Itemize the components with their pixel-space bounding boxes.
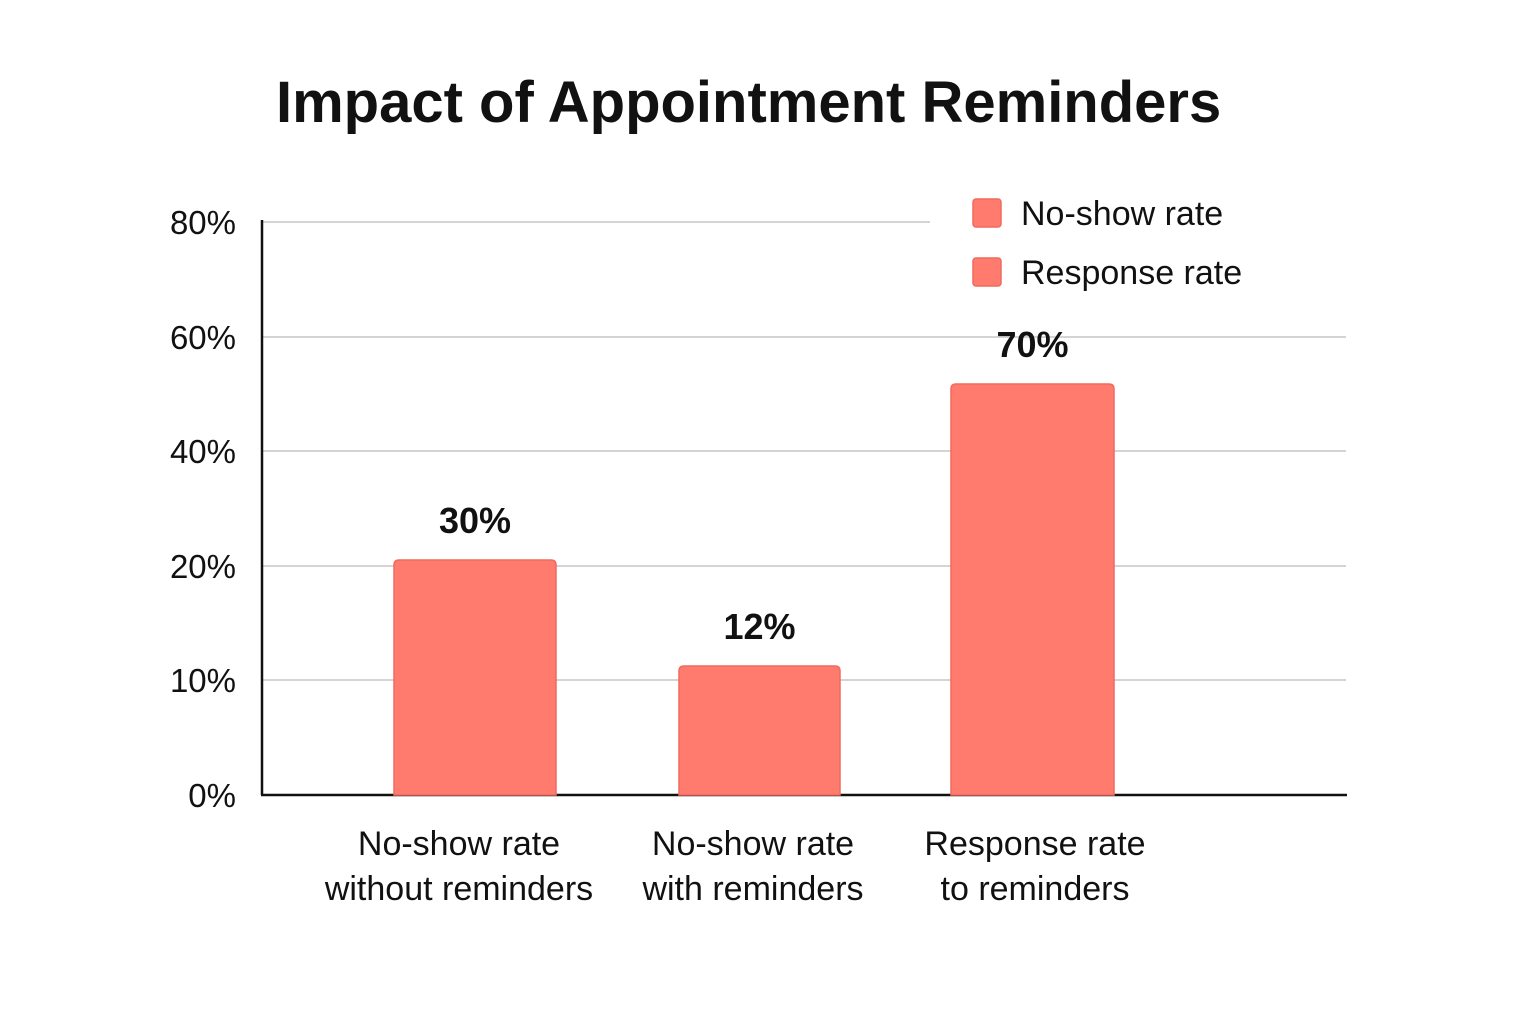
bar-value-label: 70% [996, 324, 1068, 365]
y-axis-ticks: 0% 10% 20% 40% 60% 80% [170, 204, 236, 814]
bars [393, 383, 1115, 796]
chart-title: Impact of Appointment Reminders [276, 70, 1221, 135]
legend: No-show rate Response rate [972, 195, 1242, 292]
y-tick-label: 60% [170, 319, 236, 356]
legend-label-response-rate: Response rate [1021, 254, 1242, 292]
x-category-label: without reminders [324, 870, 593, 908]
y-tick-label: 20% [170, 548, 236, 585]
legend-label-no-show-rate: No-show rate [1021, 195, 1223, 233]
bar [678, 665, 841, 796]
y-tick-label: 10% [170, 662, 236, 699]
legend-swatch-response-rate [972, 257, 1002, 287]
x-category-label: to reminders [941, 870, 1130, 908]
legend-swatch-no-show-rate [972, 198, 1002, 228]
bar-value-label: 12% [723, 606, 795, 647]
category-labels: No-show rate without reminders No-show rat… [324, 825, 1146, 908]
x-category-label: No-show rate [358, 825, 560, 863]
bar-value-label: 30% [439, 500, 511, 541]
x-category-label: Response rate [924, 825, 1145, 863]
x-category-label: with reminders [641, 870, 863, 908]
bar [950, 383, 1115, 796]
y-tick-label: 40% [170, 433, 236, 470]
x-category-label: No-show rate [652, 825, 854, 863]
data-labels: 30% 12% 70% [439, 324, 1069, 647]
y-tick-label: 0% [188, 777, 236, 814]
y-tick-label: 80% [170, 204, 236, 241]
bar [393, 559, 557, 796]
